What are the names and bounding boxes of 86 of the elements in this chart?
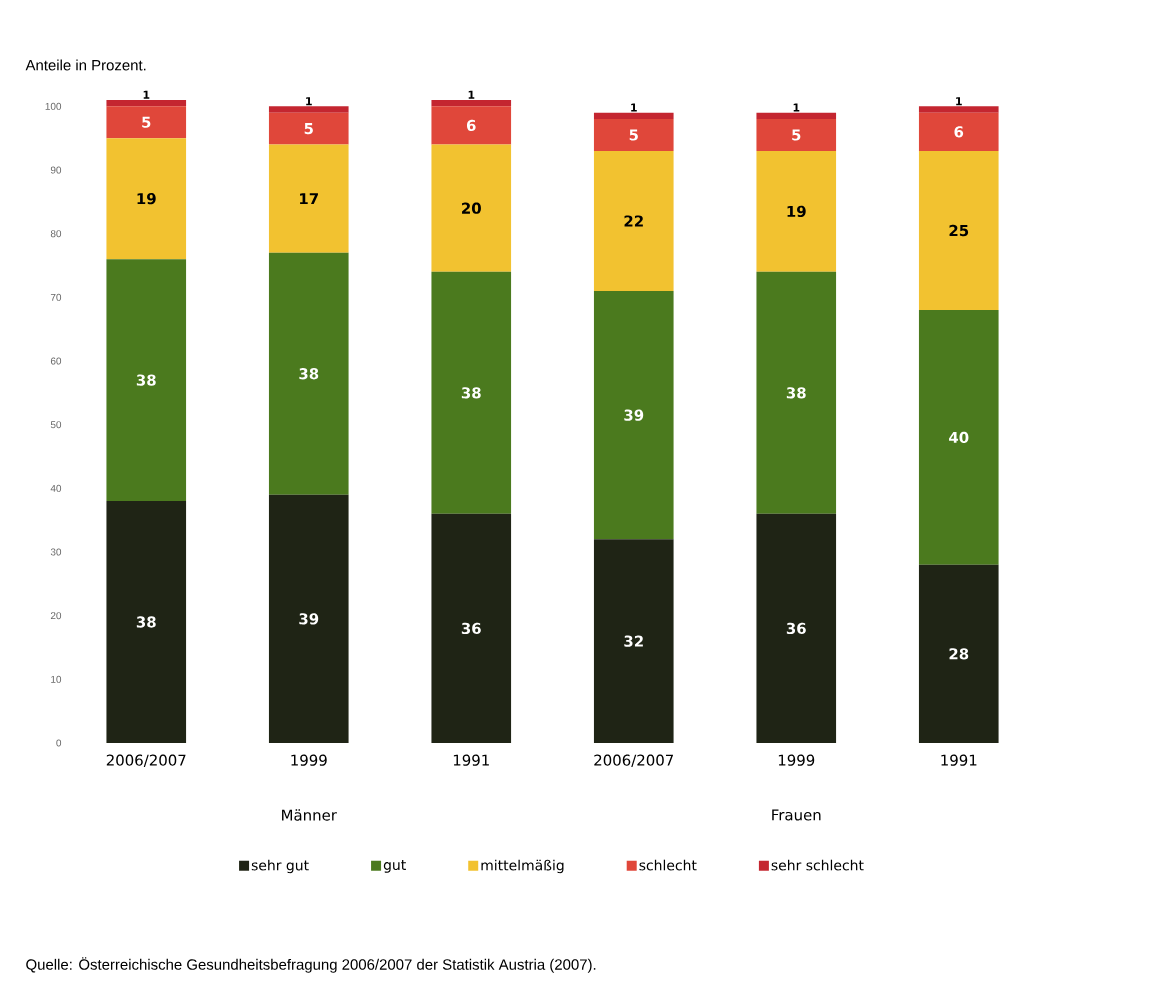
bar: [918, 564, 999, 743]
bar: [431, 99, 512, 107]
data-label: 22: [624, 215, 643, 227]
bar: [106, 106, 187, 139]
data-label: 5: [792, 129, 801, 141]
data-label: 38: [136, 374, 156, 386]
y-tick-label: 0: [56, 739, 62, 747]
text: Frauen: [772, 809, 821, 821]
x-tick-label: 1991: [941, 754, 977, 766]
data-label: 17: [300, 193, 318, 205]
data-label: 19: [787, 205, 806, 218]
bar: [756, 150, 837, 272]
data-label: 36: [786, 622, 806, 635]
bar: [106, 259, 187, 502]
bar: [593, 119, 674, 151]
y-tick-label: 10: [51, 675, 62, 683]
bar: [918, 106, 999, 113]
x-tick-label: 2006/2007: [594, 754, 674, 767]
y-tick-label: 100: [45, 102, 62, 110]
bar: [268, 252, 349, 495]
bar: [106, 501, 187, 743]
data-label: 1: [143, 90, 150, 99]
y-tick-label: 70: [50, 293, 62, 301]
bar: [431, 271, 512, 514]
legend-label: sehr schlecht: [771, 859, 864, 871]
data-label: 1: [956, 97, 962, 106]
data-label: 36: [461, 622, 481, 635]
data-label: 5: [304, 123, 313, 135]
data-label: 5: [142, 116, 151, 128]
y-tick-label: 20: [50, 612, 62, 620]
data-label: 1: [306, 97, 312, 106]
x-tick-label: 1991: [453, 754, 489, 766]
bar: [593, 112, 674, 120]
data-label: 6: [466, 119, 476, 132]
bar: [593, 539, 674, 743]
data-label: 38: [136, 616, 156, 628]
bar: [756, 112, 837, 120]
bar: [268, 144, 349, 253]
bar: [918, 112, 999, 151]
bar: [918, 310, 999, 565]
bar: [268, 106, 349, 113]
legend-label: gut: [383, 860, 406, 873]
data-label: 40: [949, 431, 969, 444]
data-label: 39: [299, 613, 319, 625]
bar: [756, 119, 837, 151]
bar: [431, 106, 512, 145]
data-label: 39: [624, 409, 644, 421]
data-label: 38: [786, 387, 806, 399]
y-tick-label: 60: [50, 357, 62, 365]
bar: [106, 99, 187, 107]
data-label: 1: [793, 103, 800, 112]
text: Männer: [282, 809, 337, 821]
bar: [268, 112, 349, 145]
bar: [593, 290, 674, 540]
bar: [756, 271, 837, 514]
x-tick-label: 1999: [778, 754, 815, 766]
bar: [106, 138, 187, 260]
y-tick-label: 80: [50, 230, 62, 238]
y-tick-label: 50: [50, 421, 62, 429]
bar: [268, 494, 349, 743]
x-tick-label: 1999: [291, 754, 327, 766]
data-label: 32: [624, 635, 643, 647]
y-tick-label: 30: [50, 548, 62, 556]
data-label: 25: [949, 224, 969, 237]
data-label: 1: [631, 103, 637, 112]
y-tick-label: 90: [50, 166, 62, 174]
bar: [431, 513, 512, 743]
chart-title: Anteile in Prozent.: [25, 59, 146, 71]
legend-label: sehr gut: [251, 859, 309, 874]
bar: [918, 150, 999, 311]
data-label: 28: [949, 648, 969, 660]
data-label: 19: [137, 193, 156, 205]
data-label: 6: [954, 126, 964, 138]
legend-label: mittelmäßig: [481, 859, 564, 874]
data-label: 38: [461, 387, 481, 399]
bar: [756, 513, 837, 743]
bar: [431, 144, 512, 272]
data-label: 1: [468, 90, 475, 99]
bar: [593, 150, 674, 291]
y-tick-label: 40: [50, 484, 62, 492]
source-note: Quelle: Österreichische Gesundheitsbefragung 2006/2007 der Statistik Austria (2007).: [26, 957, 596, 973]
legend-label: schlecht: [639, 859, 697, 871]
data-label: 38: [299, 368, 319, 380]
data-label: 20: [462, 202, 481, 214]
data-label: 5: [629, 129, 638, 141]
x-tick-label: 2006/2007: [106, 754, 186, 767]
